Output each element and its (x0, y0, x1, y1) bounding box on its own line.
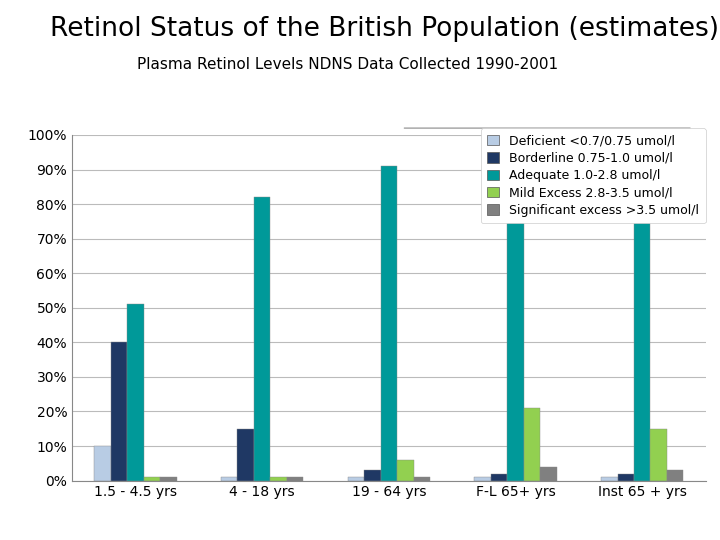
Bar (601, 477, 618, 481)
Bar (238, 429, 254, 481)
Bar (491, 474, 508, 481)
Bar (221, 477, 238, 481)
Bar (523, 408, 540, 481)
Bar (667, 470, 683, 481)
Bar (413, 477, 430, 481)
Bar (508, 221, 523, 481)
Text: Retinol Status of the British Population (estimates): Retinol Status of the British Population… (50, 16, 719, 42)
Legend: Deficient <0.7/0.75 umol/l, Borderline 0.75-1.0 umol/l, Adequate 1.0-2.8 umol/l,: Deficient <0.7/0.75 umol/l, Borderline 0… (481, 128, 706, 223)
Text: Plasma Retinol Levels NDNS Data Collected 1990-2001: Plasma Retinol Levels NDNS Data Collecte… (137, 57, 558, 72)
Bar (634, 201, 650, 481)
Bar (364, 470, 381, 481)
Bar (540, 467, 557, 481)
Bar (397, 460, 413, 481)
Bar (348, 477, 364, 481)
Bar (270, 477, 287, 481)
Bar (127, 305, 143, 481)
Bar (287, 477, 303, 481)
Bar (94, 446, 111, 481)
Bar (474, 477, 491, 481)
Bar (618, 474, 634, 481)
Bar (254, 197, 270, 481)
Bar (381, 166, 397, 481)
Bar (160, 477, 176, 481)
Bar (111, 342, 127, 481)
Bar (143, 477, 160, 481)
Bar (650, 429, 667, 481)
